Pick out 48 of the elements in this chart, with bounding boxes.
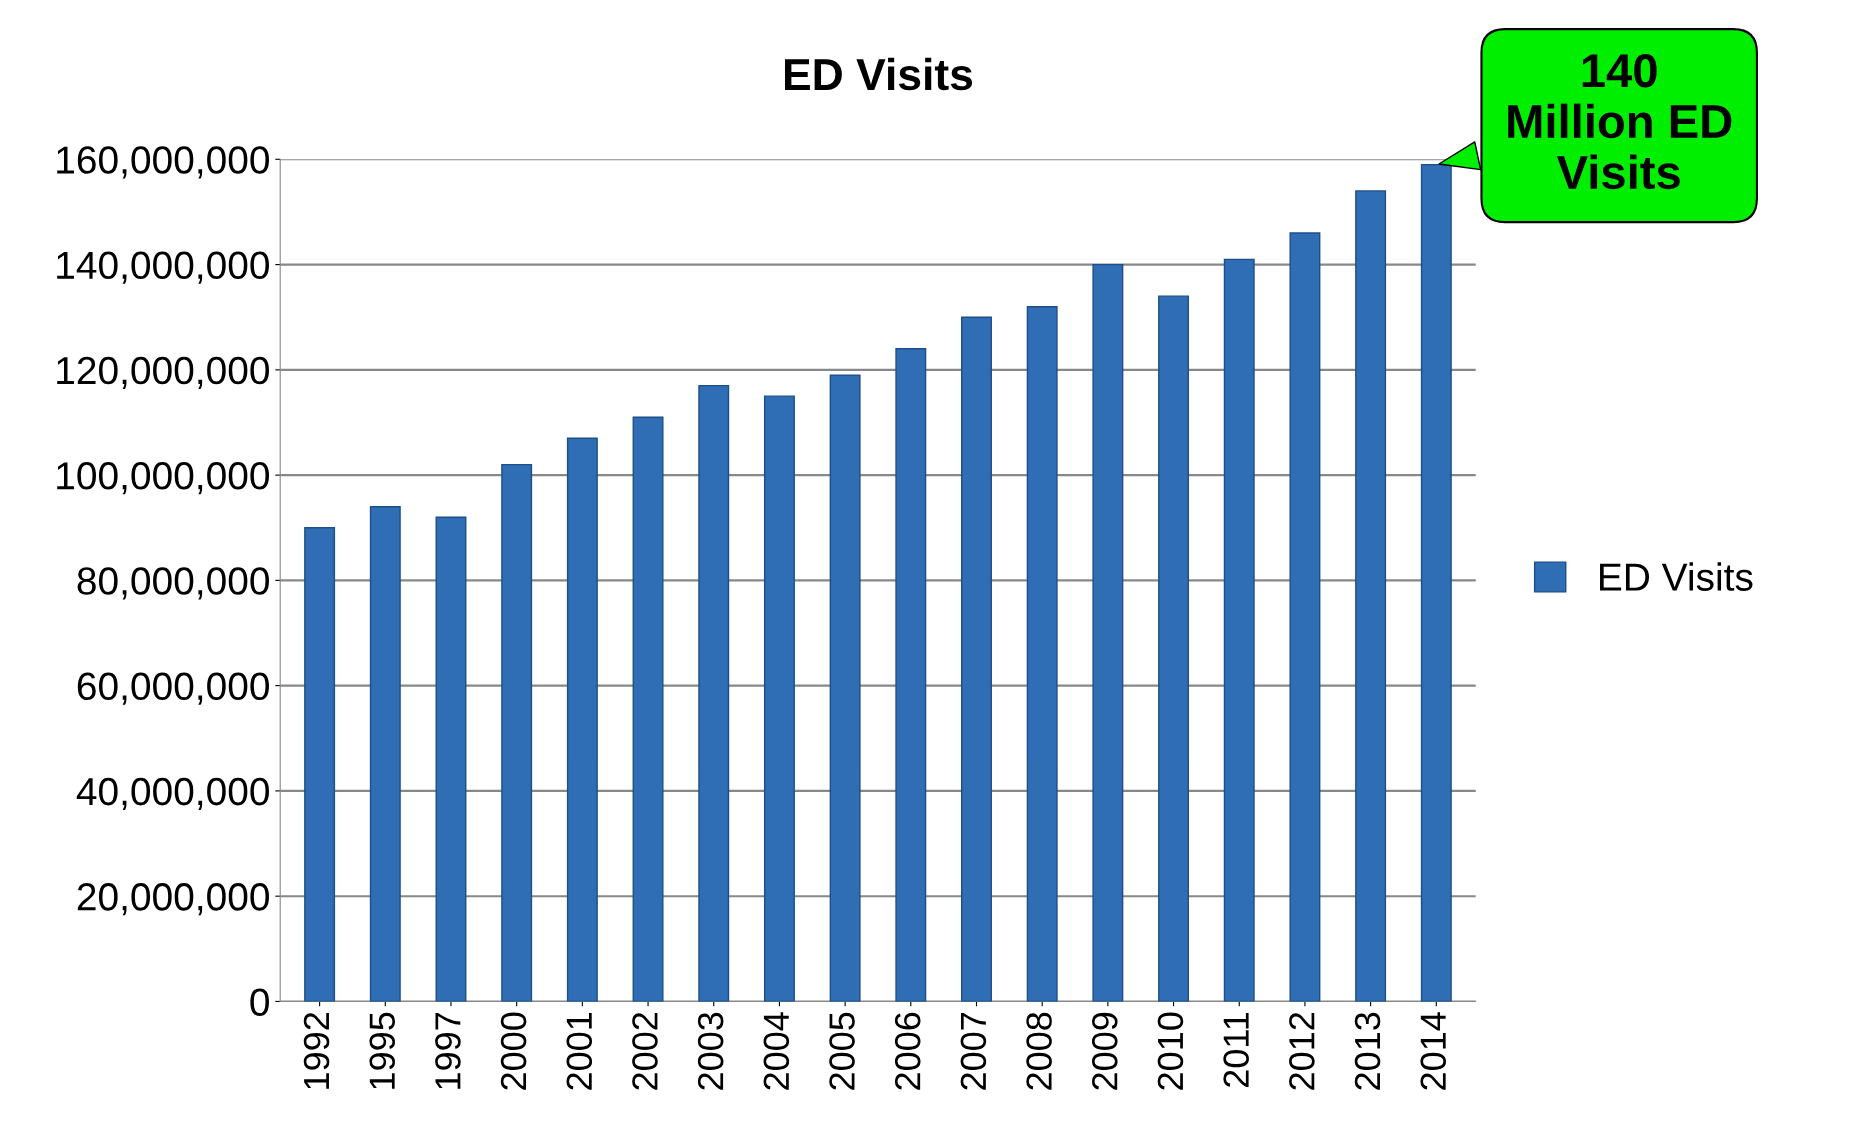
bar <box>763 395 795 1002</box>
y-tick-label: 160,000,000 <box>57 146 269 179</box>
bar <box>1420 163 1452 1002</box>
y-tick-label: 0 <box>250 988 269 1016</box>
bar <box>435 516 467 1002</box>
bar <box>1355 190 1387 1002</box>
y-tick-label: 100,000,000 <box>57 462 269 495</box>
bar <box>1026 305 1058 1002</box>
x-tick-label: 2010 <box>1157 1012 1184 1090</box>
x-tick-label: 2012 <box>1289 1012 1315 1090</box>
annotation: 140 Million ED Visits <box>1508 54 1732 190</box>
bar <box>1223 258 1255 1002</box>
x-tick-label: 2011 <box>1223 1012 1249 1088</box>
x-tick-label: 2007 <box>960 1012 987 1090</box>
bar <box>369 505 401 1002</box>
bar <box>304 527 336 1002</box>
y-tick-label: 60,000,000 <box>77 672 269 705</box>
x-tick-label: 2003 <box>697 1012 724 1090</box>
y-tick-label: 120,000,000 <box>57 356 269 389</box>
bar <box>1092 263 1124 1002</box>
bar <box>961 316 992 1002</box>
y-tick-label: 40,000,000 <box>76 777 269 810</box>
x-tick-label: 2002 <box>632 1012 658 1090</box>
x-tick-label: 2000 <box>500 1012 527 1090</box>
x-tick-label: 2006 <box>894 1012 921 1090</box>
x-tick-label: 2005 <box>829 1012 855 1090</box>
chart-title: ED Visits <box>784 57 973 91</box>
bar <box>1289 232 1321 1002</box>
x-tick-label: 2009 <box>1091 1012 1118 1090</box>
x-tick-label: 2008 <box>1026 1012 1052 1090</box>
bar <box>895 348 927 1002</box>
bar <box>1158 295 1190 1002</box>
x-tick-label: 2013 <box>1354 1012 1381 1090</box>
bar <box>829 374 861 1002</box>
y-tick-label: 140,000,000 <box>57 251 269 284</box>
x-tick-label: 1997 <box>435 1012 461 1089</box>
bar <box>698 384 730 1002</box>
legend-label: ED Visits <box>1600 562 1753 591</box>
y-tick-label: 20,000,000 <box>77 883 269 916</box>
y-tick-label: 80,000,000 <box>77 567 269 600</box>
bar <box>566 437 598 1002</box>
x-tick-label: 2001 <box>566 1012 593 1090</box>
x-tick-label: 1992 <box>303 1012 330 1089</box>
bar <box>501 463 533 1002</box>
x-tick-label: 2004 <box>763 1012 790 1090</box>
x-tick-label: 2014 <box>1420 1012 1446 1090</box>
bar <box>632 416 664 1002</box>
x-tick-label: 1995 <box>369 1012 395 1089</box>
